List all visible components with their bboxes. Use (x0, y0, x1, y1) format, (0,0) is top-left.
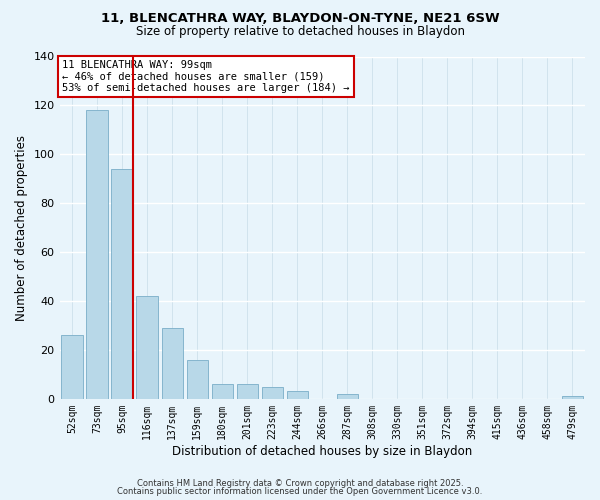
Text: Size of property relative to detached houses in Blaydon: Size of property relative to detached ho… (136, 25, 464, 38)
Bar (262, 386, 283, 399)
Text: 11 BLENCATHRA WAY: 99sqm
← 46% of detached houses are smaller (159)
53% of semi-: 11 BLENCATHRA WAY: 99sqm ← 46% of detach… (62, 60, 350, 93)
Bar (562, 396, 583, 399)
Text: Contains HM Land Registry data © Crown copyright and database right 2025.: Contains HM Land Registry data © Crown c… (137, 478, 463, 488)
Bar (61, 336, 83, 399)
Bar (136, 296, 158, 399)
Y-axis label: Number of detached properties: Number of detached properties (15, 134, 28, 320)
Bar (86, 110, 108, 399)
Text: 11, BLENCATHRA WAY, BLAYDON-ON-TYNE, NE21 6SW: 11, BLENCATHRA WAY, BLAYDON-ON-TYNE, NE2… (101, 12, 499, 26)
Bar (236, 384, 258, 399)
Bar (187, 360, 208, 399)
Text: Contains public sector information licensed under the Open Government Licence v3: Contains public sector information licen… (118, 487, 482, 496)
Bar (112, 169, 133, 399)
X-axis label: Distribution of detached houses by size in Blaydon: Distribution of detached houses by size … (172, 444, 472, 458)
Bar (161, 328, 183, 399)
Bar (287, 392, 308, 399)
Bar (212, 384, 233, 399)
Bar (337, 394, 358, 399)
